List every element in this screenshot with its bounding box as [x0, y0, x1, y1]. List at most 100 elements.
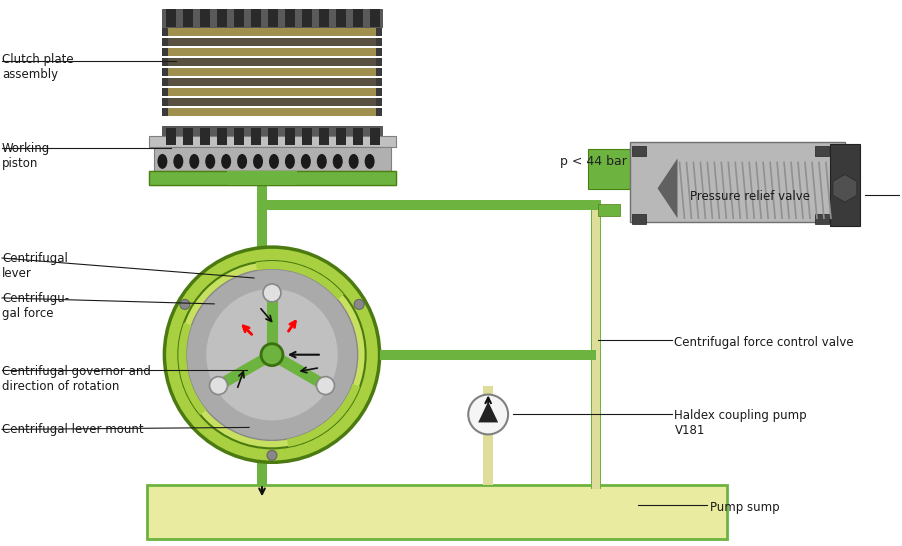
Bar: [162, 98, 382, 105]
Text: Haldex coupling pump
V181: Haldex coupling pump V181: [674, 410, 806, 437]
Polygon shape: [657, 158, 676, 218]
Ellipse shape: [269, 154, 279, 169]
Text: Working
piston: Working piston: [2, 143, 51, 170]
Bar: [267, 200, 595, 210]
Bar: [227, 171, 297, 185]
Bar: [318, 128, 328, 145]
Polygon shape: [287, 384, 360, 447]
Bar: [375, 68, 382, 76]
Text: Centrifugal
lever: Centrifugal lever: [2, 252, 68, 280]
Bar: [379, 350, 595, 360]
Polygon shape: [255, 261, 344, 300]
Bar: [285, 9, 295, 27]
Bar: [200, 9, 210, 27]
Circle shape: [267, 450, 277, 460]
Bar: [217, 128, 227, 145]
Text: Clutch plate
assembly: Clutch plate assembly: [2, 53, 74, 81]
Ellipse shape: [253, 154, 262, 169]
Text: Centrifugal force control valve: Centrifugal force control valve: [674, 336, 853, 349]
Bar: [162, 48, 168, 56]
Text: Centrifugal governor and
direction of rotation: Centrifugal governor and direction of ro…: [2, 365, 151, 393]
Bar: [590, 200, 600, 489]
Bar: [815, 214, 828, 224]
Bar: [353, 9, 363, 27]
Bar: [234, 128, 244, 145]
Bar: [815, 146, 828, 157]
Ellipse shape: [173, 154, 183, 169]
Bar: [318, 9, 328, 27]
Circle shape: [317, 377, 334, 395]
Bar: [162, 28, 382, 36]
Bar: [200, 128, 210, 145]
Bar: [587, 149, 629, 189]
Bar: [162, 126, 382, 145]
Bar: [268, 128, 278, 145]
Bar: [268, 9, 278, 27]
Bar: [375, 58, 382, 66]
Bar: [631, 146, 645, 157]
Bar: [375, 108, 382, 116]
Bar: [149, 135, 395, 147]
Bar: [162, 9, 382, 27]
Ellipse shape: [206, 289, 337, 420]
Bar: [162, 88, 168, 96]
Bar: [375, 78, 382, 86]
Bar: [375, 48, 382, 56]
Bar: [162, 38, 168, 46]
Bar: [162, 38, 382, 46]
Bar: [597, 204, 619, 216]
Bar: [369, 128, 379, 145]
Bar: [162, 68, 382, 76]
Bar: [251, 9, 261, 27]
Bar: [162, 108, 168, 116]
Ellipse shape: [221, 154, 231, 169]
Bar: [829, 145, 859, 226]
Circle shape: [261, 344, 282, 366]
Bar: [631, 214, 645, 224]
Bar: [162, 58, 382, 66]
Bar: [162, 68, 168, 76]
Bar: [267, 200, 600, 210]
Bar: [162, 98, 168, 105]
Ellipse shape: [300, 154, 310, 169]
Bar: [375, 38, 382, 46]
Text: Pressure relief valve: Pressure relief valve: [690, 191, 809, 203]
Polygon shape: [832, 174, 856, 202]
Text: p < 44 bar: p < 44 bar: [559, 156, 626, 168]
Bar: [183, 9, 193, 27]
Bar: [149, 171, 395, 185]
Bar: [166, 9, 176, 27]
Text: Centrifugal lever mount: Centrifugal lever mount: [2, 424, 143, 436]
Polygon shape: [179, 323, 207, 415]
Bar: [149, 171, 395, 185]
Bar: [217, 9, 227, 27]
Bar: [336, 128, 345, 145]
Ellipse shape: [157, 154, 167, 169]
Bar: [591, 200, 599, 489]
Bar: [162, 28, 168, 36]
Bar: [162, 78, 168, 86]
Ellipse shape: [205, 154, 215, 169]
Bar: [162, 108, 382, 116]
Bar: [285, 128, 295, 145]
Bar: [162, 58, 168, 66]
Ellipse shape: [186, 269, 357, 441]
Bar: [257, 186, 267, 485]
Ellipse shape: [237, 154, 247, 169]
Bar: [234, 9, 244, 27]
Bar: [183, 128, 193, 145]
Bar: [162, 48, 382, 56]
Circle shape: [209, 377, 227, 395]
Bar: [629, 143, 844, 222]
Bar: [483, 385, 492, 485]
Polygon shape: [478, 401, 498, 423]
Ellipse shape: [285, 154, 295, 169]
Ellipse shape: [317, 154, 327, 169]
Bar: [369, 9, 379, 27]
Bar: [152, 171, 393, 185]
Bar: [147, 485, 726, 539]
Ellipse shape: [348, 154, 358, 169]
Bar: [162, 78, 382, 86]
Bar: [154, 147, 390, 171]
Text: Pump sump: Pump sump: [710, 501, 779, 514]
